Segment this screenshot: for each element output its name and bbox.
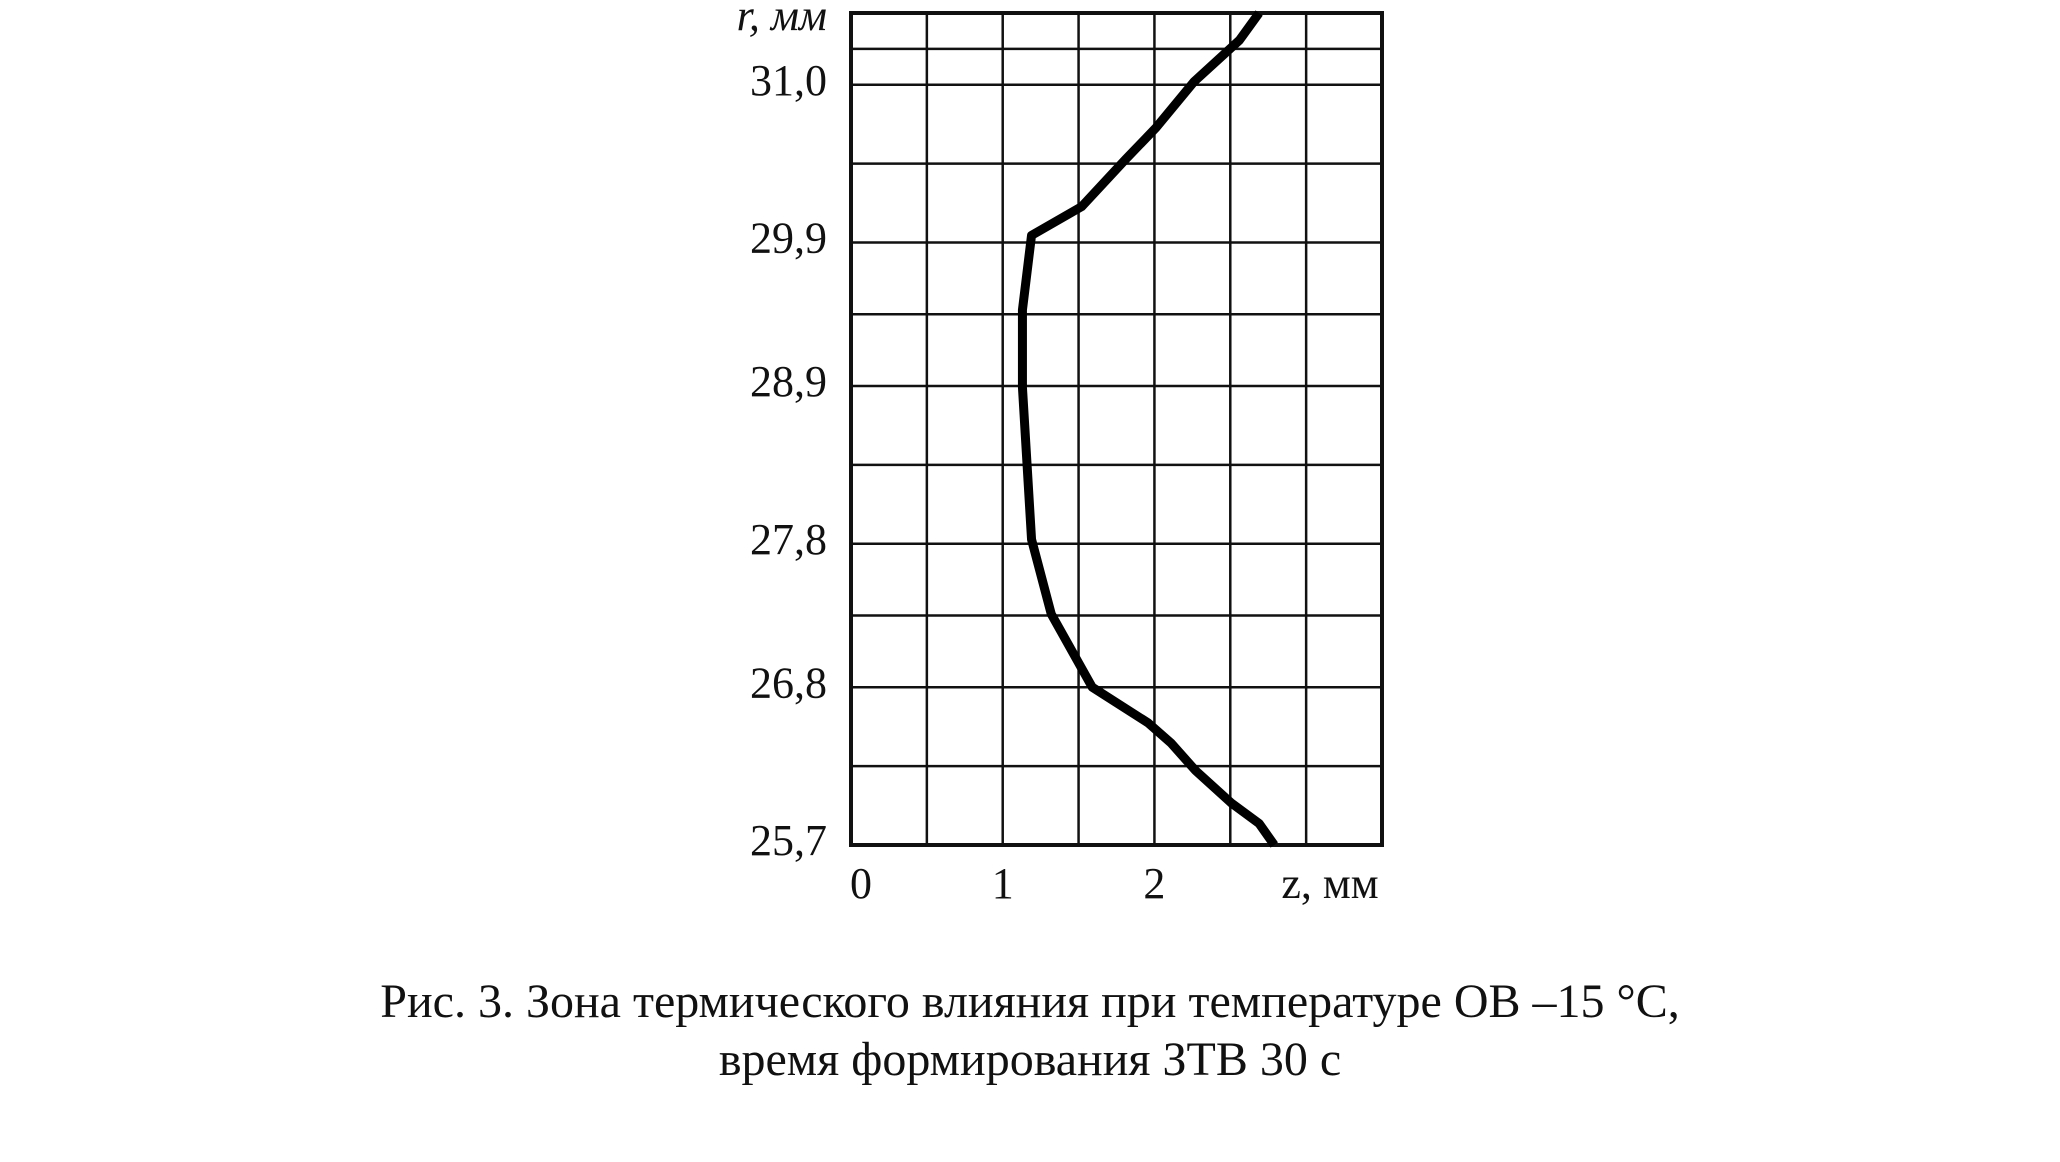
x-tick-label: 2 bbox=[1143, 859, 1165, 908]
plot-frame bbox=[849, 11, 1384, 847]
y-tick-label: 31,0 bbox=[750, 56, 827, 105]
caption-line: Рис. 3. Зона термического влияния при те… bbox=[380, 975, 1680, 1028]
y-tick-label: 25,7 bbox=[750, 816, 827, 865]
y-tick-label: 29,9 bbox=[750, 214, 827, 263]
data-line bbox=[1017, 10, 1278, 848]
y-tick-label: 26,8 bbox=[750, 658, 827, 707]
y-axis-label: r, мм bbox=[737, 0, 827, 40]
y-tick-label: 27,8 bbox=[750, 515, 827, 564]
caption-line: время формирования ЗТВ 30 с bbox=[719, 1033, 1341, 1086]
x-tick-label: 1 bbox=[992, 859, 1014, 908]
x-tick-label: 0 bbox=[850, 859, 872, 908]
x-axis-label: z, мм bbox=[1281, 859, 1378, 908]
y-tick-label: 28,9 bbox=[750, 357, 827, 406]
